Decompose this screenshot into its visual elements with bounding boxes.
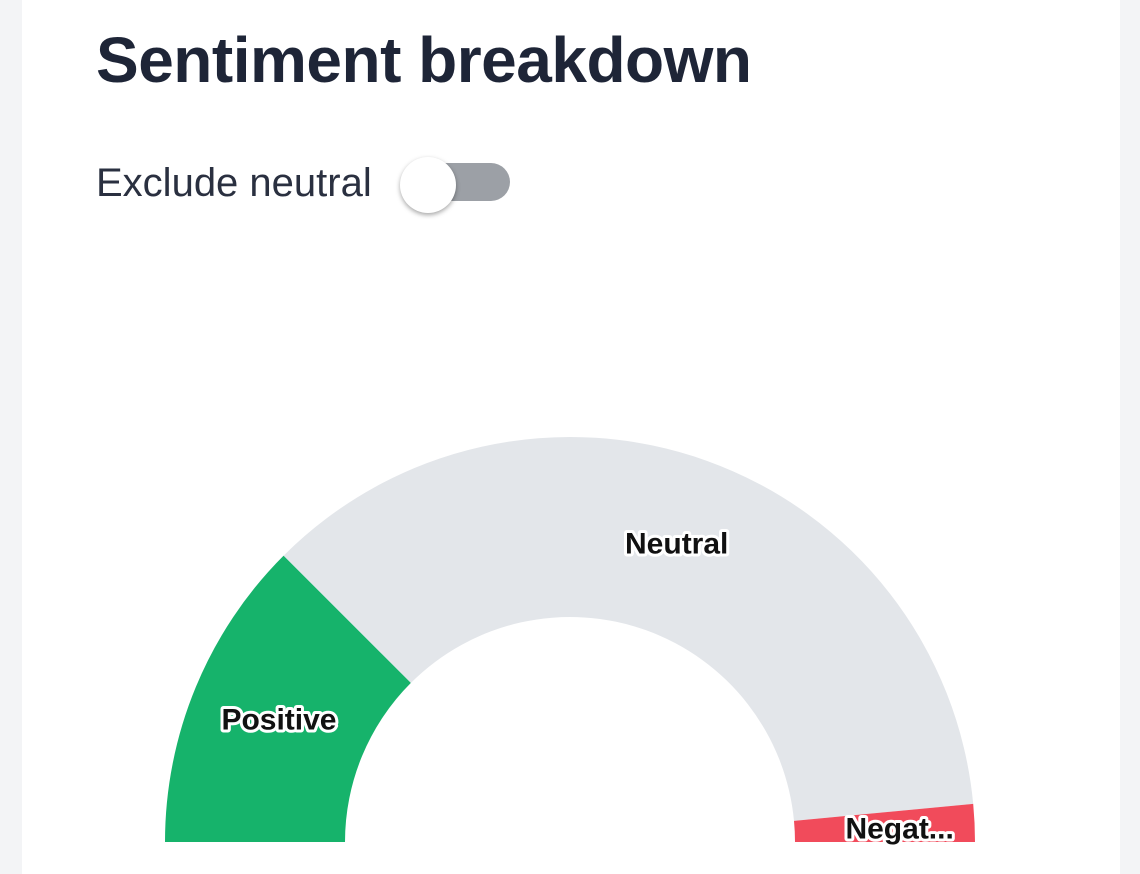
slice-neutral[interactable] <box>283 436 974 821</box>
toggle-thumb <box>399 157 456 213</box>
slice-label-neutral: Neutral <box>625 528 728 561</box>
exclude-neutral-toggle[interactable] <box>396 155 512 213</box>
card-title: Sentiment breakdown <box>96 24 752 96</box>
slice-negative[interactable] <box>794 803 975 842</box>
sentiment-gauge-chart: Positive Neutral Negat... <box>165 436 975 849</box>
slice-label-positive: Positive <box>221 703 336 736</box>
slice-positive[interactable] <box>165 555 411 842</box>
exclude-neutral-label: Exclude neutral <box>96 160 372 205</box>
gauge-labels: Positive Neutral Negat... <box>218 525 956 849</box>
exclude-neutral-control: Exclude neutral <box>96 155 512 213</box>
slice-label-negative: Negat... <box>845 812 953 845</box>
sentiment-card: Sentiment breakdown Exclude neutral Posi… <box>22 0 1120 874</box>
gauge-slices <box>165 436 975 842</box>
